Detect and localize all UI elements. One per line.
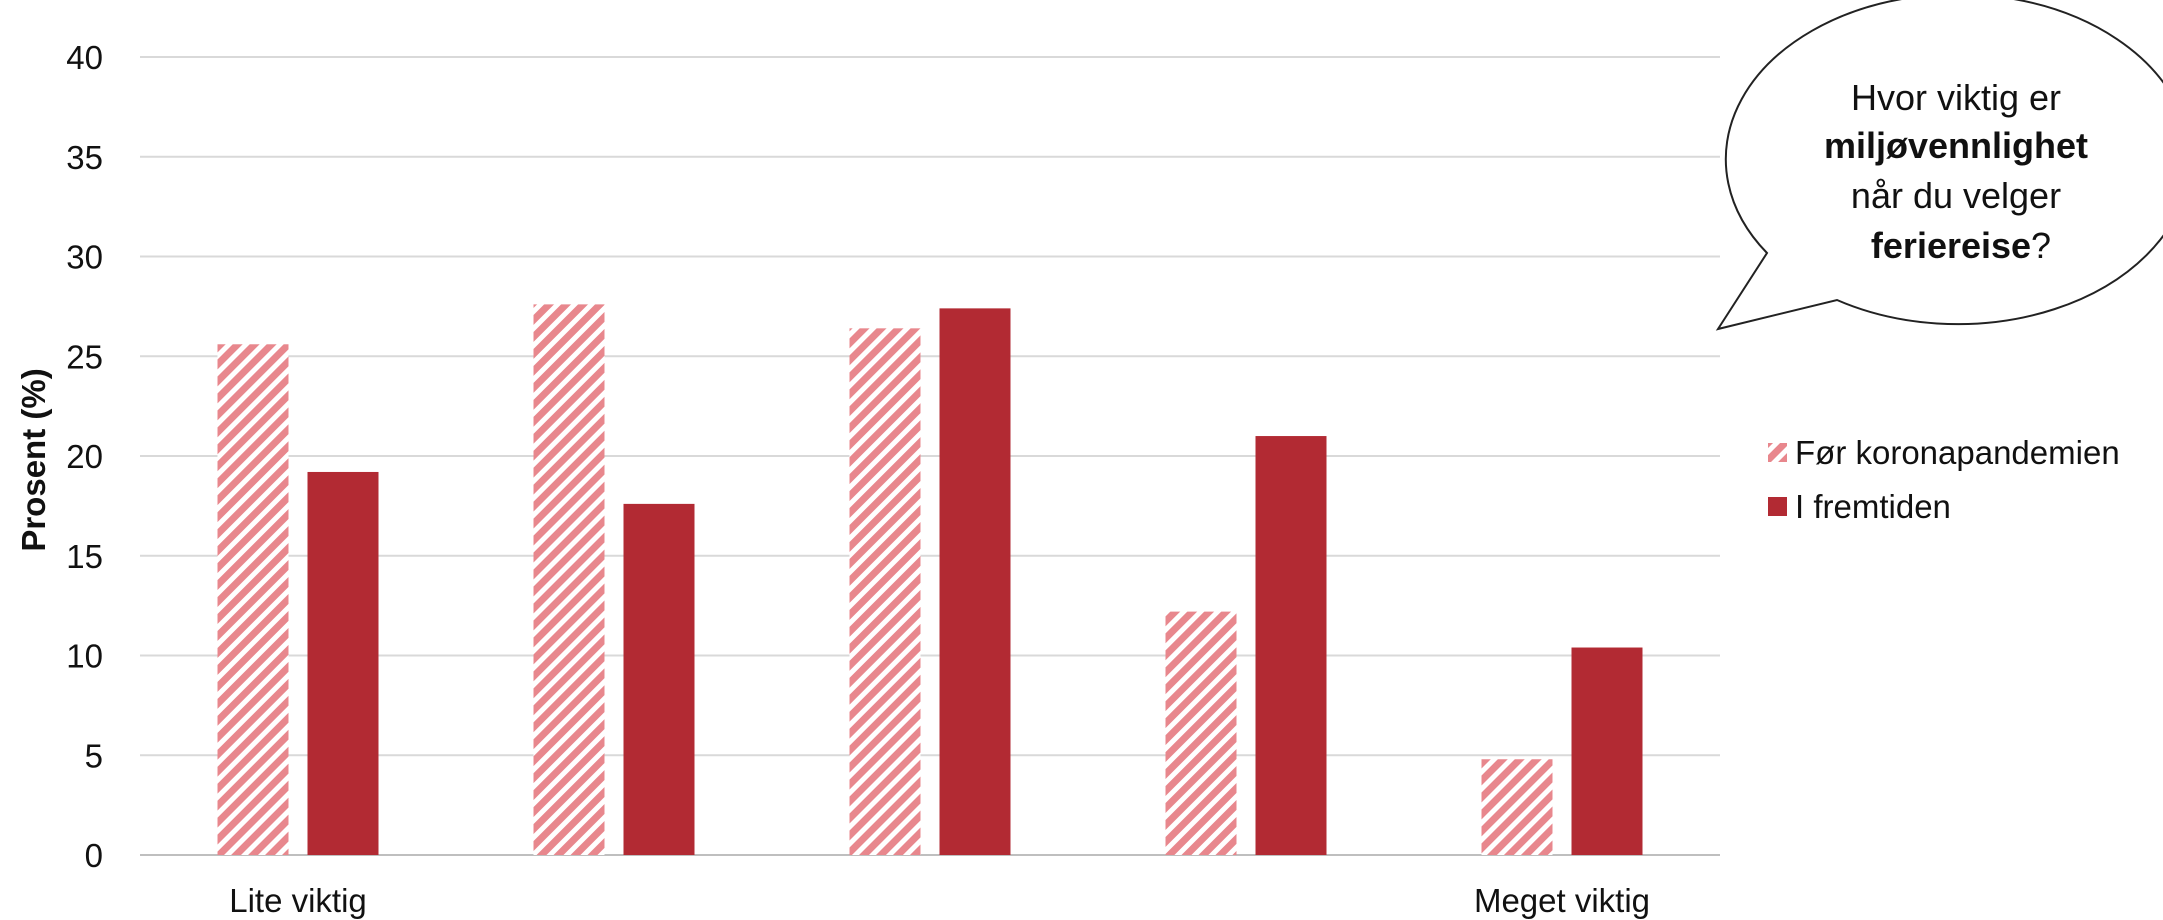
legend-label-series-2: I fremtiden xyxy=(1795,488,1951,525)
bar-series-1-cat-1 xyxy=(217,344,289,855)
y-axis-ticks: 0 5 10 15 20 25 30 35 40 xyxy=(66,39,103,874)
bar-series-2-cat-5 xyxy=(1571,647,1643,855)
bars xyxy=(217,304,1643,855)
y-tick-label: 5 xyxy=(85,737,103,774)
legend-swatch-series-1 xyxy=(1768,443,1787,462)
legend: Før koronapandemien I fremtiden xyxy=(1768,434,2120,525)
bar-series-1-cat-3 xyxy=(849,328,921,855)
speech-bubble: Hvor viktig er miljøvennlighet når du ve… xyxy=(1715,0,2163,331)
legend-label-series-1: Før koronapandemien xyxy=(1795,434,2120,471)
gridlines xyxy=(140,56,1720,856)
bar-series-2-cat-3 xyxy=(939,308,1011,855)
bar-series-2-cat-2 xyxy=(623,503,695,855)
bar-series-2-cat-4 xyxy=(1255,436,1327,855)
y-axis-label: Prosent (%) xyxy=(15,368,52,551)
bar-series-1-cat-2 xyxy=(533,304,605,855)
bar-series-1-cat-5 xyxy=(1481,759,1553,855)
y-tick-label: 40 xyxy=(66,39,103,76)
x-axis-categories: Lite viktig Meget viktig xyxy=(229,882,1650,919)
y-tick-label: 25 xyxy=(66,338,103,375)
bar-series-2-cat-1 xyxy=(307,471,379,855)
speech-bubble-shape xyxy=(1715,0,2163,331)
legend-swatch-series-2 xyxy=(1768,497,1787,516)
y-tick-label: 10 xyxy=(66,638,103,675)
callout-text: Hvor viktig er miljøvennlighet når du ve… xyxy=(1824,77,2098,266)
y-tick-label: 15 xyxy=(66,538,103,575)
y-tick-label: 20 xyxy=(66,438,103,475)
y-tick-label: 35 xyxy=(66,139,103,176)
y-tick-label: 30 xyxy=(66,239,103,276)
bar-series-1-cat-4 xyxy=(1165,611,1237,855)
x-category-label: Meget viktig xyxy=(1474,882,1650,919)
y-tick-label: 0 xyxy=(85,837,103,874)
x-category-label: Lite viktig xyxy=(229,882,367,919)
